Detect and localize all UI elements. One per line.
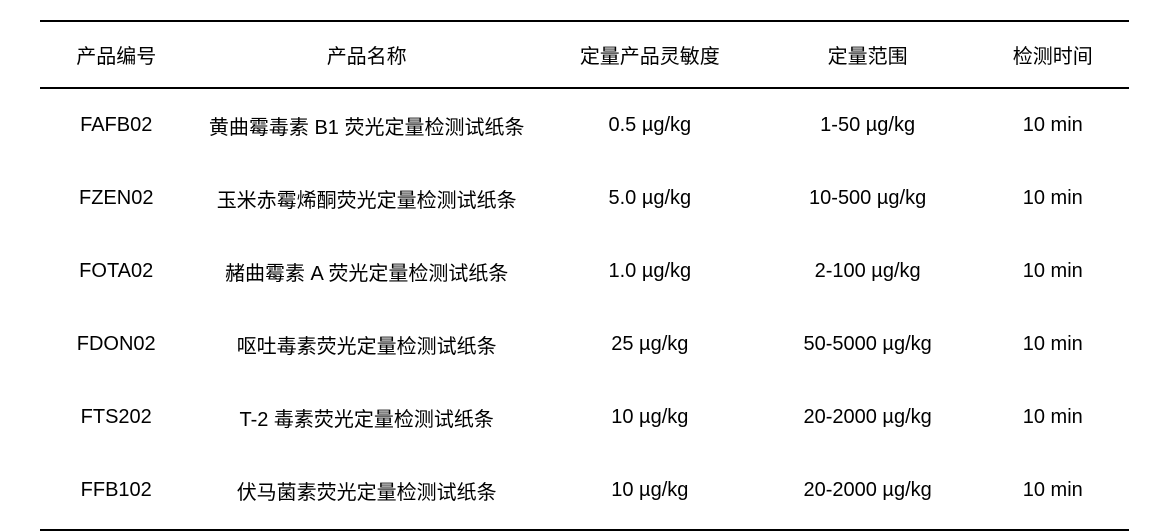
cell-code: FFB102 — [40, 454, 192, 530]
cell-sensitivity: 5.0 µg/kg — [541, 162, 759, 235]
cell-time: 10 min — [977, 454, 1129, 530]
cell-range: 2-100 µg/kg — [759, 235, 977, 308]
cell-code: FDON02 — [40, 308, 192, 381]
table-row: FFB102 伏马菌素荧光定量检测试纸条 10 µg/kg 20-2000 µg… — [40, 454, 1129, 530]
cell-range: 20-2000 µg/kg — [759, 454, 977, 530]
col-header-sensitivity: 定量产品灵敏度 — [541, 21, 759, 88]
cell-sensitivity: 1.0 µg/kg — [541, 235, 759, 308]
col-header-time: 检测时间 — [977, 21, 1129, 88]
cell-range: 20-2000 µg/kg — [759, 381, 977, 454]
col-header-name: 产品名称 — [192, 21, 540, 88]
cell-sensitivity: 0.5 µg/kg — [541, 88, 759, 162]
cell-sensitivity: 10 µg/kg — [541, 454, 759, 530]
cell-name: T-2 毒素荧光定量检测试纸条 — [192, 381, 540, 454]
col-header-code: 产品编号 — [40, 21, 192, 88]
table-row: FAFB02 黄曲霉毒素 B1 荧光定量检测试纸条 0.5 µg/kg 1-50… — [40, 88, 1129, 162]
table-row: FDON02 呕吐毒素荧光定量检测试纸条 25 µg/kg 50-5000 µg… — [40, 308, 1129, 381]
cell-range: 10-500 µg/kg — [759, 162, 977, 235]
cell-sensitivity: 10 µg/kg — [541, 381, 759, 454]
cell-time: 10 min — [977, 235, 1129, 308]
cell-name: 玉米赤霉烯酮荧光定量检测试纸条 — [192, 162, 540, 235]
page-container: 产品编号 产品名称 定量产品灵敏度 定量范围 检测时间 FAFB02 黄曲霉毒素… — [0, 0, 1169, 521]
cell-code: FZEN02 — [40, 162, 192, 235]
cell-name: 黄曲霉毒素 B1 荧光定量检测试纸条 — [192, 88, 540, 162]
cell-range: 1-50 µg/kg — [759, 88, 977, 162]
cell-time: 10 min — [977, 88, 1129, 162]
cell-code: FAFB02 — [40, 88, 192, 162]
cell-range: 50-5000 µg/kg — [759, 308, 977, 381]
cell-name: 伏马菌素荧光定量检测试纸条 — [192, 454, 540, 530]
cell-code: FOTA02 — [40, 235, 192, 308]
cell-name: 赭曲霉素 A 荧光定量检测试纸条 — [192, 235, 540, 308]
cell-time: 10 min — [977, 381, 1129, 454]
cell-time: 10 min — [977, 162, 1129, 235]
col-header-range: 定量范围 — [759, 21, 977, 88]
cell-sensitivity: 25 µg/kg — [541, 308, 759, 381]
table-header-row: 产品编号 产品名称 定量产品灵敏度 定量范围 检测时间 — [40, 21, 1129, 88]
table-row: FTS202 T-2 毒素荧光定量检测试纸条 10 µg/kg 20-2000 … — [40, 381, 1129, 454]
products-table: 产品编号 产品名称 定量产品灵敏度 定量范围 检测时间 FAFB02 黄曲霉毒素… — [40, 20, 1129, 531]
cell-name: 呕吐毒素荧光定量检测试纸条 — [192, 308, 540, 381]
table-row: FOTA02 赭曲霉素 A 荧光定量检测试纸条 1.0 µg/kg 2-100 … — [40, 235, 1129, 308]
table-row: FZEN02 玉米赤霉烯酮荧光定量检测试纸条 5.0 µg/kg 10-500 … — [40, 162, 1129, 235]
cell-time: 10 min — [977, 308, 1129, 381]
cell-code: FTS202 — [40, 381, 192, 454]
